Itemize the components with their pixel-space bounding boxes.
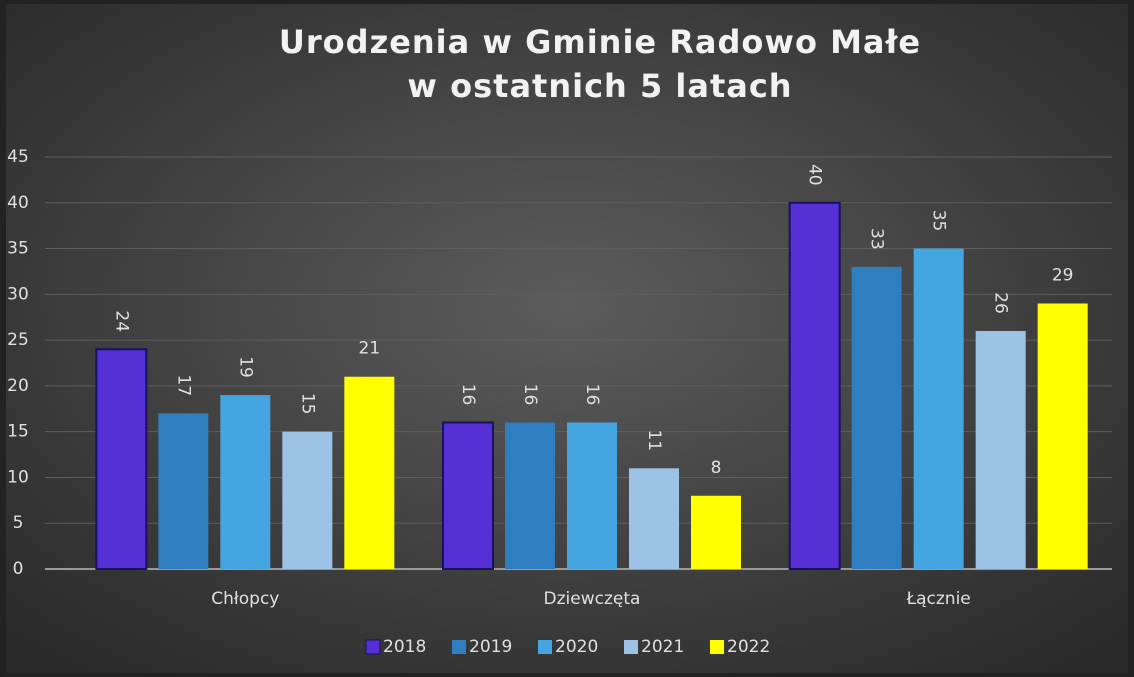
legend-label: 2020 [555,637,598,657]
bar [788,201,841,570]
bar [220,395,271,569]
bar [505,422,555,569]
bar [567,422,617,569]
y-tick-label: 25 [7,330,29,350]
data-label: 17 [173,375,193,397]
legend-label: 2022 [727,637,770,657]
y-tick-label: 35 [7,239,29,259]
data-label: 16 [520,384,540,406]
legend-label: 2019 [469,637,512,657]
bar [1037,303,1088,569]
y-tick-label: 0 [13,559,24,579]
data-label: 35 [929,210,949,232]
data-label: 16 [582,384,602,406]
data-label: 33 [867,228,887,250]
bar [95,348,148,570]
x-tick-label: Chłopcy [211,589,279,609]
legend-swatch [365,639,381,655]
data-label: 26 [991,292,1011,314]
bar [851,266,902,569]
legend-label: 2018 [383,637,426,657]
bar [913,248,964,570]
data-label: 8 [711,458,722,478]
y-tick-label: 5 [13,513,24,533]
data-label: 40 [805,164,825,186]
data-label: 24 [111,310,131,332]
y-tick-label: 10 [7,467,29,487]
data-label: 19 [235,356,255,378]
x-tick-label: Łącznie [906,589,971,609]
y-tick-label: 15 [7,422,29,442]
data-label: 16 [458,384,478,406]
bar [282,431,333,569]
bar [442,421,494,570]
legend-swatch [624,640,638,654]
legend-swatch [452,640,466,654]
legend-label: 2021 [641,637,684,657]
bar [975,330,1026,569]
y-tick-label: 45 [7,147,29,167]
data-label: 15 [297,393,317,415]
chart-title: Urodzenia w Gminie Radowo Małe [279,23,921,61]
data-label: 29 [1052,265,1074,285]
bar [158,413,209,569]
bar [344,376,395,569]
data-label: 21 [359,339,381,359]
bar [629,468,679,569]
data-label: 11 [644,429,664,451]
y-tick-label: 30 [7,284,29,304]
legend-swatch [538,640,552,654]
y-tick-label: 20 [7,376,29,396]
x-tick-label: Dziewczęta [544,589,641,609]
y-tick-label: 40 [7,193,29,213]
bar [691,495,741,569]
legend-swatch [710,640,724,654]
chart-title: w ostatnich 5 latach [407,67,792,105]
